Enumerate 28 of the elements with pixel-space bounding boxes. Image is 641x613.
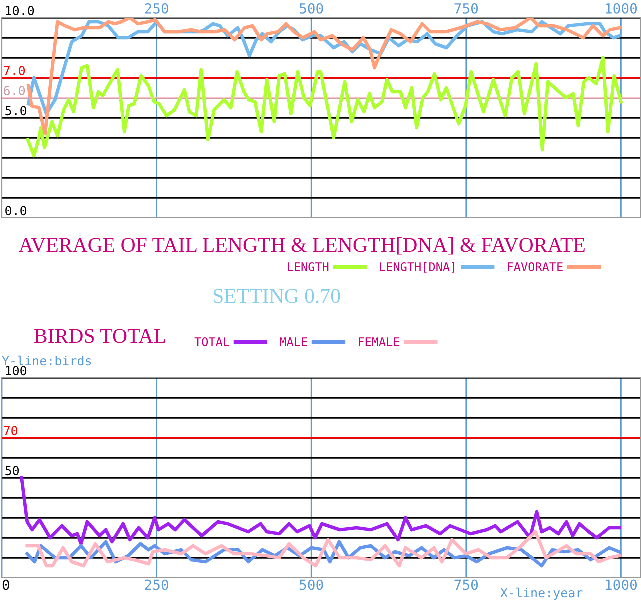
- x-tick-label: 750: [454, 580, 478, 590]
- text: 5.0: [6, 106, 27, 116]
- x-axis-title: X-line:year: [500, 588, 583, 600]
- x-tick-label: 250: [145, 3, 168, 14]
- x-tick-label: 1000: [606, 580, 638, 590]
- text: 0.0: [6, 206, 27, 216]
- x-tick-label: 500: [300, 580, 324, 590]
- y-axis-title: Y-line:birds: [2, 356, 92, 366]
- x-tick-label: 750: [454, 3, 478, 14]
- chart-title: BIRDS TOTAL: [34, 329, 166, 344]
- legend-label: FAVORATE: [508, 262, 563, 272]
- x-tick-label: 1000: [606, 3, 638, 14]
- y-tick-label: 100: [6, 366, 27, 376]
- text: AVERAGE OF TAIL LENGTH & LENGTH[DNA] & FAVORATE: [18, 238, 585, 255]
- x-tick-label: 0: [2, 580, 10, 590]
- ref-line-label: 7.0: [4, 66, 26, 76]
- legend-label: LENGTH: [288, 262, 329, 272]
- text: SETTING 0.70: [214, 289, 340, 304]
- ref-line-label: 6.0: [4, 86, 26, 96]
- text: 10.0: [6, 6, 34, 16]
- legend-label: LENGTH[DNA]: [380, 262, 455, 273]
- x-tick-label: 250: [145, 580, 168, 590]
- x-tick-label: 500: [300, 3, 324, 14]
- legend-label: FEMALE: [358, 338, 400, 346]
- y-tick-label: 50: [6, 466, 20, 476]
- legend-label: MALE: [280, 338, 308, 346]
- ref-line-label: 70: [4, 426, 18, 436]
- legend-label: TOTAL: [194, 338, 230, 346]
